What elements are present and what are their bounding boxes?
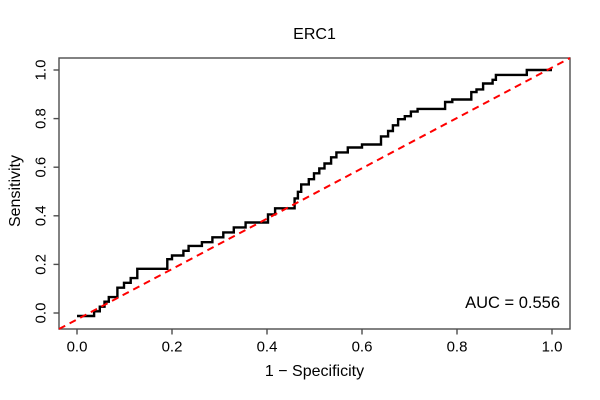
- x-tick-label: 1.0: [542, 339, 563, 356]
- y-tick-label: 1.0: [33, 60, 50, 81]
- x-tick-label: 0.2: [162, 339, 183, 356]
- x-tick-label: 0.4: [257, 339, 278, 356]
- y-tick-label: 0.8: [33, 108, 50, 129]
- x-tick-label: 0.0: [67, 339, 88, 356]
- diagonal-reference-line: [58, 57, 571, 330]
- roc-curve-line: [77, 68, 552, 318]
- y-tick-label: 0.4: [33, 205, 50, 226]
- y-tick-label: 0.0: [33, 303, 50, 324]
- y-tick-label: 0.2: [33, 254, 50, 275]
- x-tick-label: 0.6: [352, 339, 373, 356]
- y-tick-label: 0.6: [33, 157, 50, 178]
- plot-frame: [58, 57, 571, 330]
- auc-annotation: AUC = 0.556: [465, 294, 560, 312]
- plot-title: ERC1: [293, 26, 336, 43]
- x-axis-label: 1 − Specificity: [264, 363, 365, 380]
- x-tick-label: 0.8: [447, 339, 468, 356]
- y-axis-label: Sensitivity: [7, 154, 24, 228]
